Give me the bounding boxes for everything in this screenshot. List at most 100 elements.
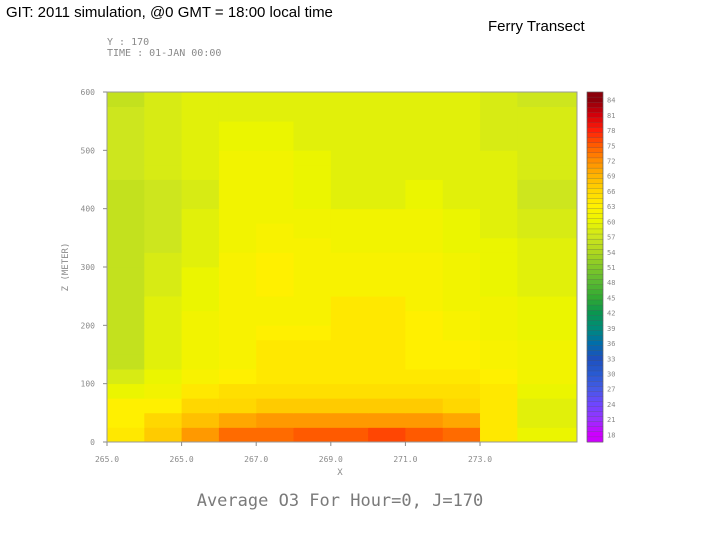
heatmap-cell [480, 208, 518, 224]
heatmap-cell [330, 92, 369, 107]
heatmap-cell [144, 339, 183, 355]
heatmap-cell [218, 223, 257, 239]
heatmap-cell [144, 412, 183, 428]
colorbar-label: 69 [607, 173, 615, 181]
colorbar-swatch [586, 401, 604, 407]
heatmap-cell [517, 281, 578, 297]
colorbar-swatch [586, 132, 604, 139]
heatmap-cell [107, 252, 145, 268]
heatmap-cell [442, 92, 481, 107]
colorbar-swatch [586, 289, 604, 296]
y-tick-label: 600 [81, 88, 96, 97]
x-tick-label: 267.0 [244, 455, 268, 464]
colorbar-swatch [586, 127, 604, 134]
y-tick-label: 500 [81, 146, 96, 155]
heatmap-cell [107, 179, 145, 195]
heatmap-cell [293, 369, 332, 385]
heatmap-cell [330, 164, 369, 180]
heatmap-cell [293, 106, 332, 122]
heatmap-cell [480, 135, 518, 151]
colorbar-swatch [586, 355, 604, 362]
heatmap-cell [107, 194, 145, 210]
heatmap-cell [442, 427, 481, 443]
heatmap-cell [330, 325, 369, 341]
heatmap-cell [293, 296, 332, 312]
heatmap-cell [218, 339, 257, 355]
chart-title: Average O3 For Hour=0, J=170 [197, 491, 484, 511]
heatmap-cells [107, 92, 578, 443]
heatmap-cell [293, 427, 332, 443]
heatmap-cell [181, 412, 220, 428]
heatmap-cell [330, 237, 369, 253]
heatmap-cell [517, 135, 578, 151]
heatmap-cell [330, 412, 369, 428]
heatmap-cell [330, 296, 369, 312]
heatmap-cell [480, 412, 518, 428]
colorbar-swatch [586, 421, 604, 428]
heatmap-cell [480, 296, 518, 312]
colorbar-label: 30 [607, 371, 615, 379]
info-line: TIME : 01-JAN 00:00 [107, 48, 221, 59]
heatmap-cell [256, 252, 294, 268]
heatmap-cell [480, 252, 518, 268]
heatmap-cell [218, 135, 257, 151]
heatmap-cell [330, 310, 369, 326]
colorbar-label: 24 [607, 401, 615, 409]
colorbar-swatch [586, 294, 604, 301]
heatmap-cell [218, 369, 257, 385]
colorbar-label: 57 [607, 234, 615, 242]
heatmap-cell [442, 296, 481, 312]
colorbar-swatch [586, 264, 604, 270]
heatmap-cell [517, 339, 578, 355]
colorbar-label: 63 [607, 203, 615, 211]
colorbar-swatch [586, 167, 604, 174]
heatmap-cell [107, 92, 145, 107]
colorbar-swatch [586, 107, 604, 113]
colorbar-label: 60 [607, 218, 615, 226]
heatmap-cell [181, 92, 220, 107]
colorbar-swatch [586, 112, 604, 118]
heatmap-cell [293, 121, 332, 137]
slide-title: GIT: 2011 simulation, @0 GMT = 18:00 loc… [6, 4, 333, 21]
heatmap-cell [293, 412, 332, 428]
heatmap-cell [293, 223, 332, 239]
heatmap-cell [330, 208, 369, 224]
heatmap-cell [480, 179, 518, 195]
heatmap-cell [368, 237, 406, 253]
heatmap-cell [218, 354, 257, 370]
heatmap-cell [517, 92, 578, 107]
heatmap-cell [368, 150, 406, 166]
heatmap-cell [256, 296, 294, 312]
heatmap-cell [256, 92, 294, 107]
heatmap-cell [256, 339, 294, 355]
colorbar-swatch [586, 178, 604, 184]
heatmap-cell [256, 223, 294, 239]
colorbar-label: 21 [607, 416, 615, 424]
heatmap-cell [218, 92, 257, 107]
heatmap-cell [144, 150, 183, 166]
colorbar-swatch [586, 309, 604, 316]
heatmap-cell [293, 135, 332, 151]
heatmap-cell [107, 412, 145, 428]
heatmap-cell [107, 121, 145, 137]
colorbar-swatch [586, 345, 604, 352]
colorbar-swatch [586, 137, 604, 144]
heatmap-cell [107, 398, 145, 414]
heatmap-cell [256, 237, 294, 253]
heatmap-cell [368, 179, 406, 195]
colorbar-label: 36 [607, 340, 615, 348]
heatmap-cell [480, 237, 518, 253]
heatmap-cell [368, 92, 406, 107]
heatmap-cell [442, 237, 481, 253]
y-tick-label: 400 [81, 205, 96, 214]
colorbar-swatch [586, 218, 604, 225]
colorbar-swatch [586, 375, 604, 382]
heatmap-cell [256, 281, 294, 297]
heatmap-cell [293, 325, 332, 341]
heatmap-cell [442, 121, 481, 137]
colorbar-swatch [586, 335, 604, 341]
heatmap-cell [517, 179, 578, 195]
heatmap-cell [405, 106, 444, 122]
heatmap-cell [480, 106, 518, 122]
heatmap-cell [480, 310, 518, 326]
